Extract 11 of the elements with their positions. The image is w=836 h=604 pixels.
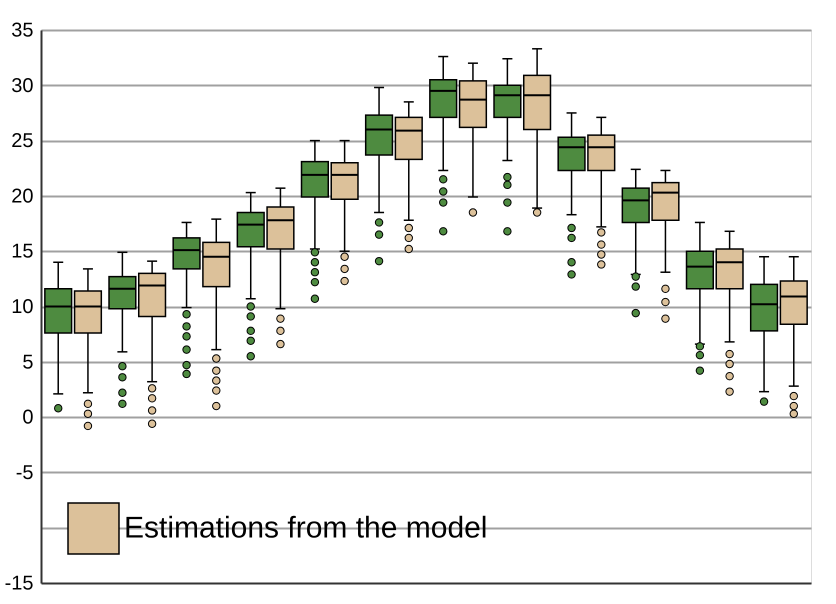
y-tick-label: 35 — [11, 20, 34, 42]
y-tick-label: 25 — [11, 130, 34, 152]
y-tick-label: 10 — [11, 296, 34, 318]
y-tick-label: 20 — [11, 185, 34, 208]
legend-label: Estimations from the model — [124, 512, 488, 544]
y-tick-label: 0 — [22, 406, 34, 429]
y-tick-label: 30 — [11, 74, 34, 97]
y-tick-label: -15 — [4, 572, 34, 594]
y-tick-label: -5 — [16, 462, 34, 484]
y-tick-label: 5 — [22, 351, 34, 374]
y-tick-label: 15 — [11, 240, 34, 263]
